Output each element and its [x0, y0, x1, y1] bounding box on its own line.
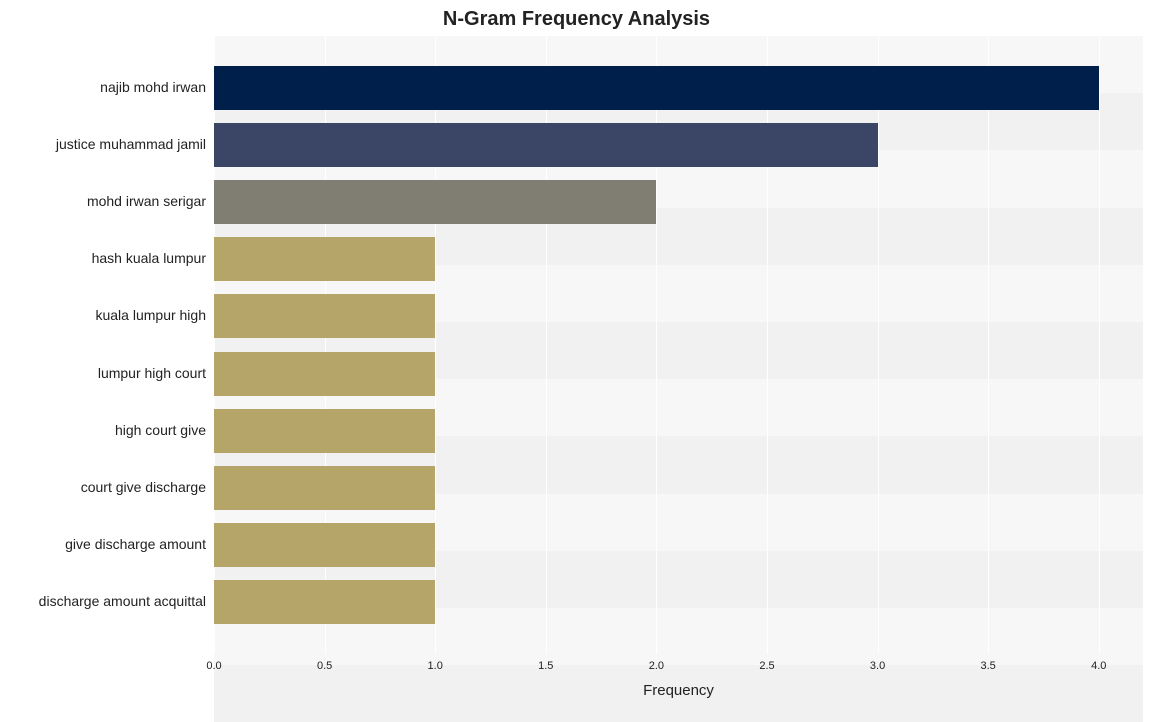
bar: [214, 466, 435, 510]
y-category-label: court give discharge: [81, 479, 214, 495]
x-tick-label: 3.0: [870, 660, 885, 672]
y-category-label: kuala lumpur high: [95, 307, 214, 323]
y-category-label: lumpur high court: [98, 365, 214, 381]
bar: [214, 123, 878, 167]
y-category-label: mohd irwan serigar: [87, 193, 214, 209]
y-category-label: high court give: [115, 422, 214, 438]
x-tick-label: 0.5: [317, 660, 332, 672]
x-tick-label: 1.0: [428, 660, 443, 672]
x-tick-label: 3.5: [981, 660, 996, 672]
x-tick-label: 2.5: [759, 660, 774, 672]
bar: [214, 580, 435, 624]
bar: [214, 352, 435, 396]
y-category-label: hash kuala lumpur: [92, 250, 214, 266]
x-gridline: [878, 36, 879, 654]
bar: [214, 523, 435, 567]
x-tick-label: 4.0: [1091, 660, 1106, 672]
y-category-label: discharge amount acquittal: [39, 593, 214, 609]
bar: [214, 294, 435, 338]
x-gridline: [988, 36, 989, 654]
bar: [214, 409, 435, 453]
x-tick-label: 2.0: [649, 660, 664, 672]
chart-title: N-Gram Frequency Analysis: [0, 8, 1153, 31]
y-category-label: give discharge amount: [65, 536, 214, 552]
bar: [214, 237, 435, 281]
y-category-label: najib mohd irwan: [100, 79, 214, 95]
x-gridline: [1099, 36, 1100, 654]
x-tick-label: 1.5: [538, 660, 553, 672]
x-axis-label: Frequency: [214, 682, 1143, 699]
x-tick-label: 0.0: [206, 660, 221, 672]
bar: [214, 180, 656, 224]
chart-container: N-Gram Frequency Analysis 0.00.51.01.52.…: [0, 0, 1153, 701]
plot-area: 0.00.51.01.52.02.53.03.54.0najib mohd ir…: [214, 36, 1143, 654]
bar: [214, 66, 1099, 110]
y-category-label: justice muhammad jamil: [56, 136, 214, 152]
